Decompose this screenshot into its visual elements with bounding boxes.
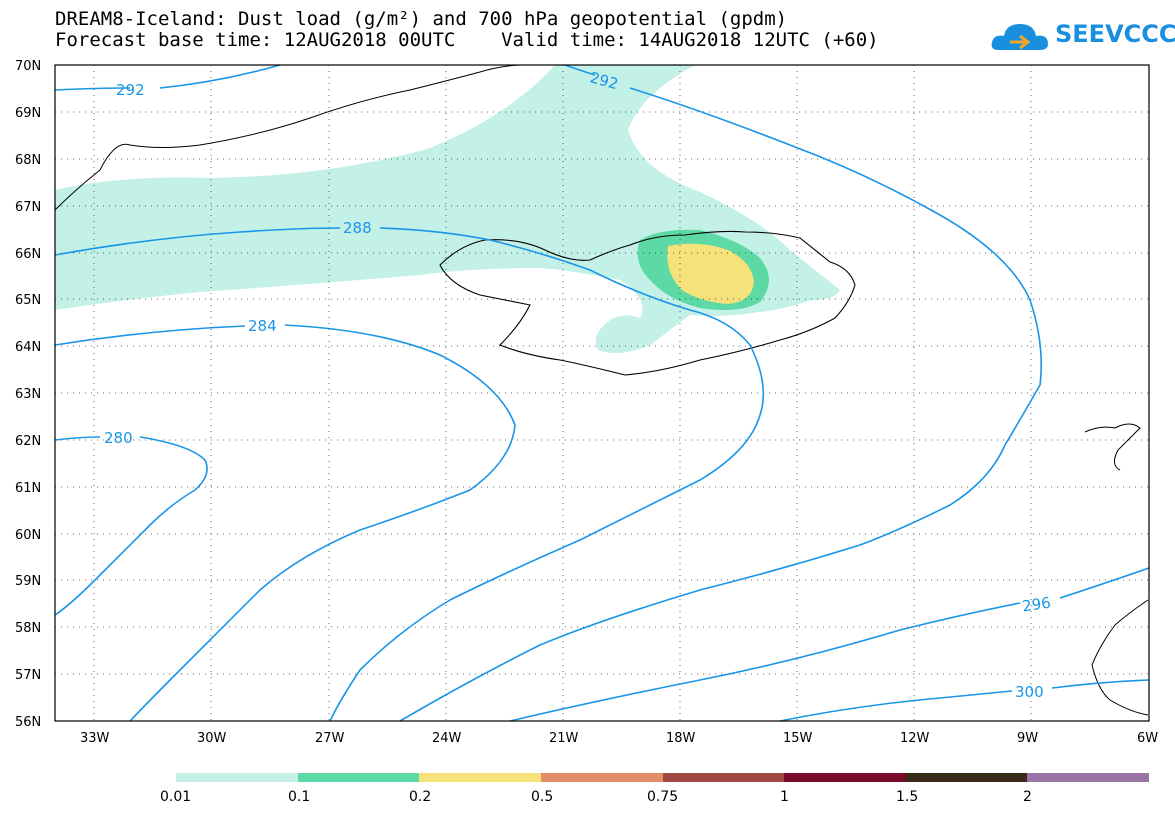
dust-area-light (55, 65, 840, 354)
contour-292-east (399, 64, 1042, 722)
lat-label: 70N (15, 59, 41, 74)
colorbar-swatch (663, 773, 784, 782)
colorbar-label: 0.2 (409, 789, 431, 805)
lat-label: 60N (15, 528, 41, 543)
colorbar-label: 1 (780, 789, 789, 805)
contour-label-284: 284 (248, 317, 277, 335)
lon-label: 9W (1017, 731, 1038, 746)
contour-label-292-west: 292 (116, 81, 145, 99)
lat-label: 63N (15, 387, 41, 402)
contour-280 (54, 436, 208, 616)
colorbar-swatch (176, 773, 298, 782)
logo-text: SEEVCCC (1055, 20, 1175, 48)
lat-label: 67N (15, 200, 41, 215)
colorbar-swatch (419, 773, 541, 782)
scotland-coastline (1091, 599, 1149, 716)
greenland-coastline (54, 64, 521, 211)
colorbar-swatch (541, 773, 663, 782)
contour-288 (54, 227, 765, 722)
forecast-time-subtitle: Forecast base time: 12AUG2018 00UTC Vali… (55, 29, 879, 51)
lon-label: 24W (432, 731, 462, 746)
lat-label: 66N (15, 247, 41, 262)
lat-label: 57N (15, 668, 41, 683)
contour-label-296: 296 (1021, 594, 1052, 616)
lat-label: 69N (15, 106, 41, 121)
colorbar-label: 1.5 (896, 789, 918, 805)
lat-label: 65N (15, 293, 41, 308)
iceland-coastline (439, 230, 856, 376)
colorbar-swatch (906, 773, 1027, 782)
colorbar-label: 0.01 (160, 789, 191, 805)
lat-label: 58N (15, 621, 41, 636)
contour-300 (779, 679, 1150, 722)
contour-label-280: 280 (104, 429, 133, 447)
colorbar-label: 2 (1023, 789, 1032, 805)
faroe-coastline (1084, 423, 1141, 471)
lat-label: 62N (15, 434, 41, 449)
dust-area-high (667, 243, 754, 304)
lon-label: 21W (549, 731, 579, 746)
lat-label: 64N (15, 340, 41, 355)
lon-label: 33W (80, 731, 110, 746)
lat-label: 56N (15, 715, 41, 730)
colorbar-swatch (784, 773, 906, 782)
latitude-axis: 70N 69N 68N 67N 66N 65N 64N 63N 62N 61N … (15, 59, 41, 730)
lon-label: 12W (900, 731, 930, 746)
contour-284 (54, 324, 516, 722)
lon-label: 6W (1137, 731, 1158, 746)
longitude-axis: 33W 30W 27W 24W 21W 18W 15W 12W 9W 6W (80, 731, 1158, 746)
lat-label: 59N (15, 574, 41, 589)
colorbar-label: 0.75 (647, 789, 678, 805)
lon-label: 30W (197, 731, 227, 746)
colorbar: 0.01 0.1 0.2 0.5 0.75 1 1.5 2 (160, 773, 1149, 805)
map-frame (54, 64, 1150, 722)
lat-label: 61N (15, 481, 41, 496)
colorbar-label: 0.1 (288, 789, 310, 805)
contour-296 (509, 567, 1150, 722)
colorbar-swatch (298, 773, 419, 782)
grid-lines (55, 65, 1149, 721)
contour-label-300: 300 (1015, 683, 1044, 701)
lon-label: 18W (666, 731, 696, 746)
colorbar-label: 0.5 (531, 789, 553, 805)
contour-label-288: 288 (343, 219, 372, 237)
cloud-logo-icon (991, 24, 1048, 50)
lat-label: 68N (15, 153, 41, 168)
lon-label: 15W (783, 731, 813, 746)
contour-292-west (54, 64, 281, 91)
map-title: DREAM8-Iceland: Dust load (g/m²) and 700… (55, 8, 788, 30)
colorbar-swatch (1027, 773, 1149, 782)
lon-label: 27W (315, 731, 345, 746)
